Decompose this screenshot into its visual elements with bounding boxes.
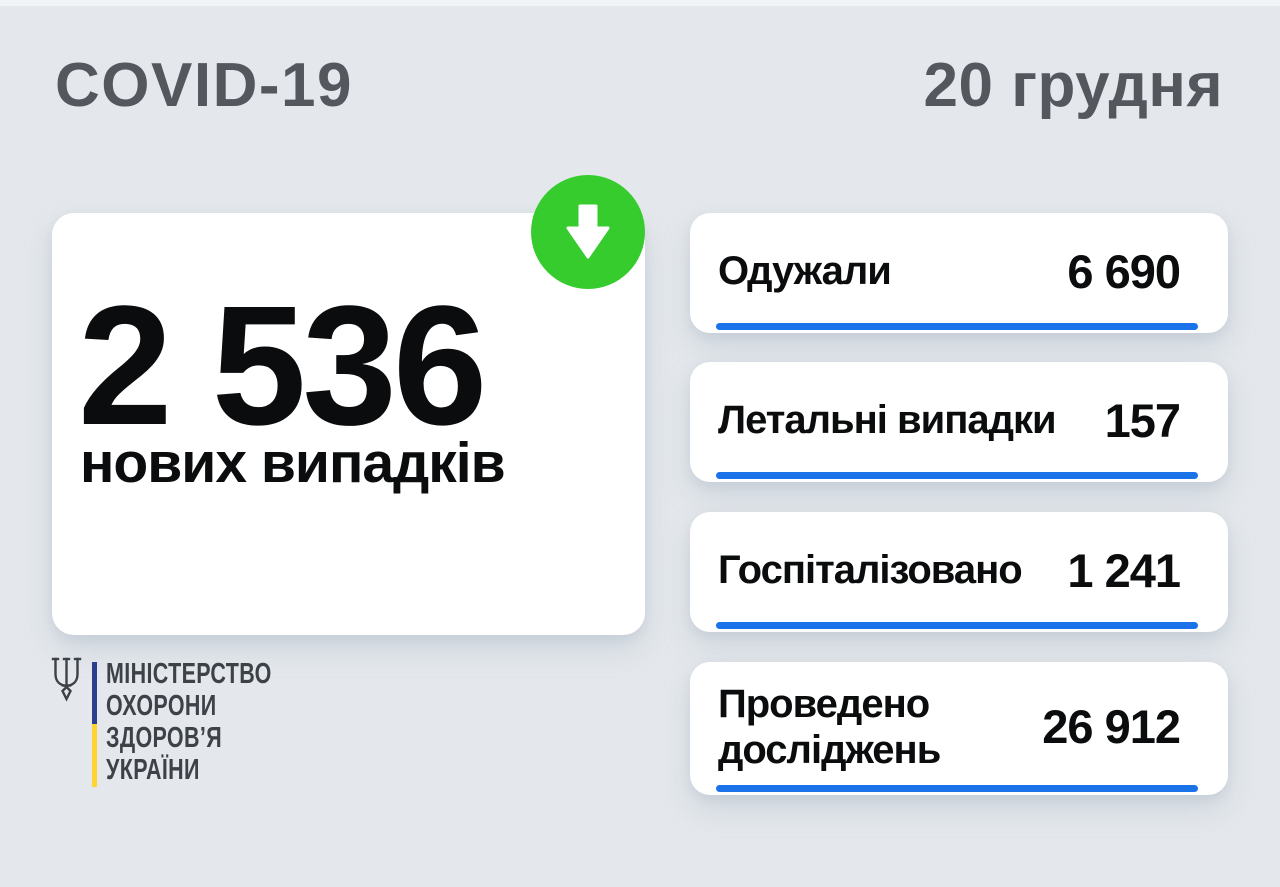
report-date: 20 грудня <box>923 51 1223 120</box>
ministry-name: МІНІСТЕРСТВО ОХОРОНИ ЗДОРОВ’Я УКРАЇНИ <box>106 658 272 786</box>
stat-underline <box>716 323 1198 330</box>
ministry-name-line: ЗДОРОВ’Я <box>106 722 222 754</box>
stat-value: 1 241 <box>1067 543 1181 597</box>
flag-blue-segment <box>92 662 97 724</box>
stat-underline <box>716 785 1198 792</box>
stat-card-tests: Проведено досліджень 26 912 <box>690 662 1228 795</box>
ministry-name-line: ОХОРОНИ <box>106 690 217 722</box>
ministry-name-line: МІНІСТЕРСТВО <box>106 658 272 690</box>
new-cases-value: 2 536 <box>78 271 487 461</box>
flag-yellow-segment <box>92 724 97 787</box>
stat-value: 26 912 <box>1042 700 1181 753</box>
stat-underline <box>716 622 1198 629</box>
stat-underline <box>716 472 1198 479</box>
stat-label: Одужали <box>718 249 892 293</box>
ukraine-trident-icon <box>51 657 82 702</box>
arrow-down-icon <box>566 204 610 259</box>
new-cases-label: нових випадків <box>80 431 506 495</box>
ministry-name-line: УКРАЇНИ <box>106 754 200 786</box>
stat-value: 6 690 <box>1067 244 1181 298</box>
new-cases-card: 2 536 нових випадків <box>52 213 645 635</box>
stat-card-hospitalized: Госпіталізовано 1 241 <box>690 512 1228 632</box>
stat-card-deaths: Летальні випадки 157 <box>690 362 1228 482</box>
stat-card-recovered: Одужали 6 690 <box>690 213 1228 333</box>
page-title: COVID-19 <box>55 51 353 120</box>
flag-bar <box>92 662 97 787</box>
stat-label: Госпіталізовано <box>718 548 1023 592</box>
trend-down-badge <box>531 175 645 289</box>
top-strip <box>0 0 1280 6</box>
stat-label: Проведено досліджень <box>718 681 941 772</box>
stat-label: Летальні випадки <box>718 398 1057 442</box>
stat-value: 157 <box>1104 393 1181 447</box>
